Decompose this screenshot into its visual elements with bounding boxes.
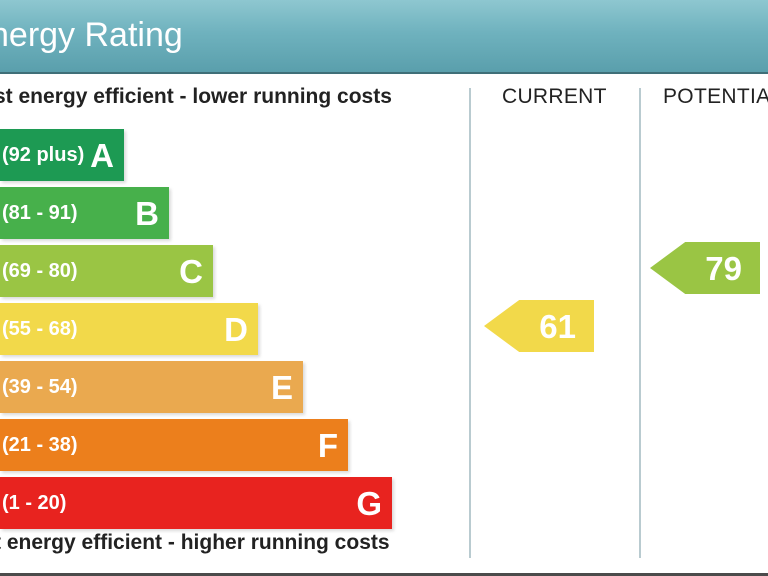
band-letter: C bbox=[179, 253, 203, 290]
band-letter: E bbox=[270, 369, 293, 406]
band-g: (1 - 20) G bbox=[0, 477, 392, 529]
page-title: nergy Rating bbox=[0, 16, 183, 54]
band-b: (81 - 91) B bbox=[0, 187, 169, 239]
band-range-label: (55 - 68) bbox=[2, 318, 78, 340]
frame-bottom-border bbox=[0, 573, 768, 576]
column-divider-current bbox=[469, 88, 471, 558]
band-c: (69 - 80) C bbox=[0, 245, 213, 297]
band-a: (92 plus) A bbox=[0, 129, 124, 181]
potential-rating-value: 79 bbox=[705, 250, 742, 287]
band-letter: B bbox=[135, 195, 159, 232]
band-d: (55 - 68) D bbox=[0, 303, 258, 355]
band-range-label: (92 plus) bbox=[2, 144, 85, 166]
band-range-label: (69 - 80) bbox=[2, 260, 78, 282]
band-range-label: (39 - 54) bbox=[2, 376, 78, 398]
band-range-label: (21 - 38) bbox=[2, 434, 78, 456]
column-divider-potential bbox=[639, 88, 641, 558]
header-bar: nergy Rating bbox=[0, 0, 768, 74]
band-letter: F bbox=[317, 427, 338, 464]
band-letter: G bbox=[356, 485, 382, 522]
potential-rating-arrow: 79 bbox=[650, 242, 760, 294]
efficiency-top-label: st energy efficient - lower running cost… bbox=[0, 85, 392, 108]
band-range-label: (81 - 91) bbox=[2, 202, 78, 224]
band-letter: A bbox=[90, 137, 114, 174]
potential-column-header: POTENTIA bbox=[663, 85, 768, 108]
band-range-label: (1 - 20) bbox=[2, 492, 67, 514]
efficiency-bottom-label: t energy efficient - higher running cost… bbox=[0, 531, 390, 554]
band-f: (21 - 38) F bbox=[0, 419, 348, 471]
band-e: (39 - 54) E bbox=[0, 361, 303, 413]
band-letter: D bbox=[224, 311, 248, 348]
current-rating-arrow: 61 bbox=[484, 300, 594, 352]
current-column-header: CURRENT bbox=[502, 85, 607, 108]
current-rating-value: 61 bbox=[539, 308, 576, 345]
